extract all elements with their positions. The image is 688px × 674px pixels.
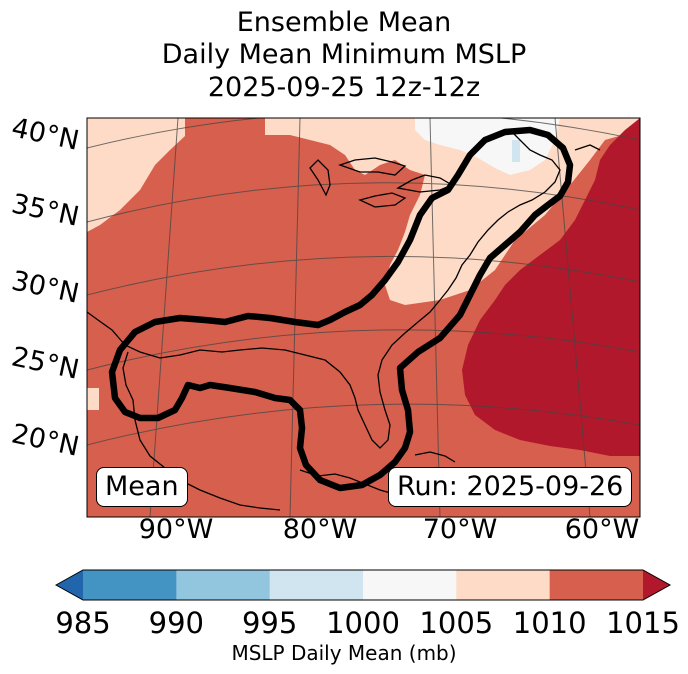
- colorbar-title: MSLP Daily Mean (mb): [231, 641, 457, 665]
- lon-label-90w: 90°W: [138, 514, 214, 545]
- colorbar-extend-high: [643, 570, 670, 600]
- title-line-2: Daily Mean Minimum MSLP: [161, 39, 527, 70]
- colorbar-extend-low: [56, 570, 83, 600]
- lon-label-60w: 60°W: [564, 514, 640, 545]
- colorbar-tick-label: 985: [55, 606, 111, 640]
- colorbar-outline: [54, 569, 672, 601]
- colorbar-segment: [269, 570, 364, 600]
- title-line-1: Ensemble Mean: [236, 7, 452, 38]
- lon-label-70w: 70°W: [422, 514, 498, 545]
- lon-label-80w: 80°W: [282, 514, 358, 545]
- title-line-3: 2025-09-25 12z-12z: [207, 72, 481, 103]
- colorbar-tick-label: 1015: [606, 606, 680, 640]
- field-low-patch: [512, 140, 520, 162]
- colorbar-tick-label: 1010: [512, 606, 587, 640]
- colorbar-tick-label: 990: [148, 606, 205, 640]
- graticule: [87, 118, 640, 517]
- run-date-badge: Run: 2025-09-26: [388, 467, 633, 507]
- coastline: [87, 131, 601, 511]
- colorbar: [54, 569, 672, 601]
- mean-badge: Mean: [96, 467, 188, 507]
- colorbar-segment: [456, 570, 551, 600]
- field-above-1010: [462, 118, 640, 456]
- colorbar-segment: [83, 570, 177, 600]
- colorbar-segment: [363, 570, 457, 600]
- colorbar-segment: [176, 570, 271, 600]
- colorbar-tick-label: 1000: [326, 606, 400, 640]
- colorbar-tick-label: 995: [241, 606, 298, 640]
- colorbar-segment: [549, 570, 644, 600]
- colorbar-tick-label: 1005: [419, 606, 494, 640]
- highlight-contour: [108, 126, 574, 492]
